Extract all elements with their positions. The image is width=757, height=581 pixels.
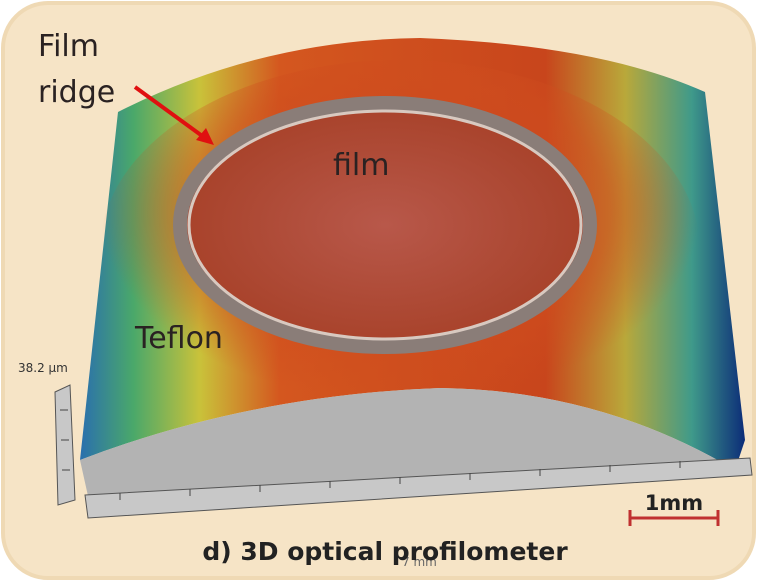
annotation: film	[333, 148, 389, 183]
film-ring	[180, 103, 590, 347]
scale-label: 1mm	[645, 491, 703, 515]
annotation: Teflon	[134, 321, 223, 356]
axis-label: 38.2 µm	[18, 361, 68, 375]
caption: d) 3D optical profilometer	[202, 537, 568, 566]
figure: Film ridge film Teflon 38.2 µm 7 mm 1mm …	[0, 0, 757, 581]
annotation: ridge	[38, 75, 115, 110]
annotation: Film	[38, 29, 99, 64]
